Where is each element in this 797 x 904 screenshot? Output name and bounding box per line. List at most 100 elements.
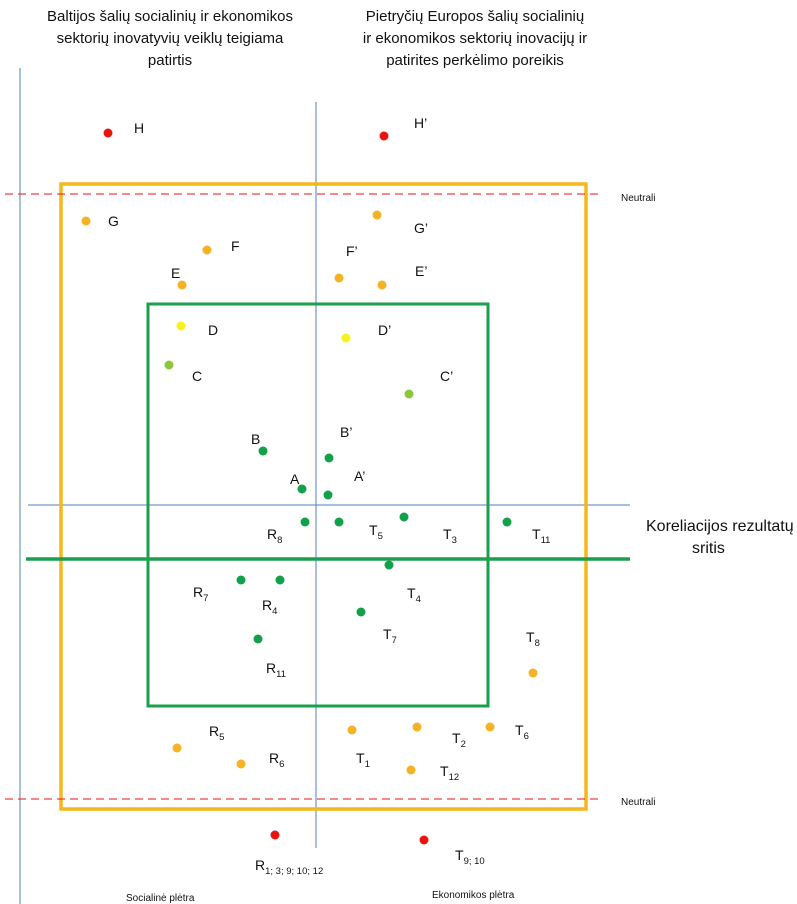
point-label-t8: T8 xyxy=(526,629,540,649)
point-marker-t6 xyxy=(485,722,495,732)
point-label-main: R xyxy=(266,660,276,676)
point-label-d2: D’ xyxy=(378,322,391,338)
point-t8: T8 xyxy=(526,629,540,678)
point-label-main: H’ xyxy=(414,115,427,131)
point-label-subscript: 5 xyxy=(219,732,224,743)
point-label-a: A xyxy=(290,471,300,487)
point-label-main: R xyxy=(209,723,219,739)
point-label-subscript: 3 xyxy=(452,535,457,546)
point-marker-t11 xyxy=(502,517,512,527)
point-t7: T7 xyxy=(356,607,397,646)
point-label-subscript: 4 xyxy=(416,594,421,605)
point-label-r8: R8 xyxy=(267,526,282,546)
point-marker-t3 xyxy=(399,512,409,522)
point-t3: T3 xyxy=(399,512,457,546)
right-column-heading: Pietryčių Europos šalių socialinių ir ek… xyxy=(335,6,615,72)
point-label-main: T xyxy=(452,730,461,746)
point-marker-h2 xyxy=(379,131,389,141)
point-label-main: A xyxy=(290,471,300,487)
point-a2: A’ xyxy=(323,468,365,500)
point-label-g2: G’ xyxy=(414,220,428,236)
point-label-subscript: 11 xyxy=(276,669,286,680)
point-label-subscript: 8 xyxy=(535,638,540,649)
point-label-main: E xyxy=(171,265,180,281)
point-label-f2: F’ xyxy=(346,243,358,259)
point-label-main: R xyxy=(269,750,279,766)
point-label-main: A’ xyxy=(354,468,365,484)
point-marker-r6 xyxy=(236,759,246,769)
point-label-main: R xyxy=(255,857,265,873)
economic-axis-label: Ekonomikos plėtra xyxy=(432,890,515,901)
point-label-main: B’ xyxy=(340,424,352,440)
point-label-main: T xyxy=(383,626,392,642)
point-label-main: B xyxy=(251,431,260,447)
point-label-subscript: 9; 10 xyxy=(464,856,485,867)
point-label-subscript: 8 xyxy=(277,535,282,546)
point-label-main: T xyxy=(440,763,449,779)
point-marker-a xyxy=(297,484,307,494)
point-r5: R5 xyxy=(172,723,224,753)
point-label-main: T xyxy=(356,750,365,766)
point-marker-g xyxy=(81,216,91,226)
point-marker-d2 xyxy=(341,333,351,343)
point-r7: R7 xyxy=(193,575,246,604)
point-label-r1: R1; 3; 9; 10; 12 xyxy=(255,857,323,877)
point-label-r4: R4 xyxy=(262,597,277,617)
point-marker-d xyxy=(176,321,186,331)
point-label-r5: R5 xyxy=(209,723,224,743)
point-marker-b2 xyxy=(324,453,334,463)
point-t12: T12 xyxy=(406,763,460,783)
point-marker-t12 xyxy=(406,765,416,775)
point-r6: R6 xyxy=(236,750,284,770)
point-label-main: C xyxy=(192,368,202,384)
point-label-main: T xyxy=(443,526,452,542)
neutral-label-top: Neutrali xyxy=(621,193,655,204)
point-marker-t7 xyxy=(356,607,366,617)
point-d2: D’ xyxy=(341,322,391,343)
point-label-main: D’ xyxy=(378,322,391,338)
point-h: H xyxy=(103,120,144,138)
point-label-subscript: 12 xyxy=(449,772,460,783)
outer-frame xyxy=(59,182,588,811)
point-marker-t4 xyxy=(384,560,394,570)
point-label-t5: T5 xyxy=(369,522,383,542)
point-label-main: T xyxy=(455,847,464,863)
correlation-label-line-2: sritis xyxy=(692,540,725,557)
point-label-main: R xyxy=(262,597,272,613)
point-f: F xyxy=(202,238,240,255)
point-label-main: H xyxy=(134,120,144,136)
point-label-main: T xyxy=(526,629,535,645)
point-marker-t8 xyxy=(528,668,538,678)
point-label-subscript: 7 xyxy=(392,635,397,646)
point-marker-r7 xyxy=(236,575,246,585)
point-label-main: F’ xyxy=(346,243,358,259)
point-t11: T11 xyxy=(502,517,550,546)
point-marker-t1 xyxy=(347,725,357,735)
point-label-subscript: 1; 3; 9; 10; 12 xyxy=(265,866,323,877)
point-r8: R8 xyxy=(267,517,310,546)
point-t4: T4 xyxy=(384,560,421,605)
point-label-subscript: 5 xyxy=(378,531,383,542)
point-t9: T9; 10 xyxy=(419,835,485,867)
point-label-h: H xyxy=(134,120,144,136)
point-t1: T1 xyxy=(347,725,370,770)
point-marker-r5 xyxy=(172,743,182,753)
point-label-h2: H’ xyxy=(414,115,427,131)
point-label-b: B xyxy=(251,431,260,447)
point-label-main: T xyxy=(515,722,524,738)
right-heading-line-2: ir ekonomikos sektorių inovacijų ir xyxy=(362,30,588,47)
point-marker-r1 xyxy=(270,830,280,840)
left-heading-line-1: Baltijos šalių socialinių ir ekonomikos xyxy=(47,8,293,25)
point-r11: R11 xyxy=(253,634,286,680)
point-h2: H’ xyxy=(379,115,427,141)
left-column-heading: Baltijos šalių socialinių ir ekonomikos … xyxy=(20,6,320,72)
point-label-r6: R6 xyxy=(269,750,284,770)
point-marker-e2 xyxy=(377,280,387,290)
point-label-t9: T9; 10 xyxy=(455,847,485,867)
point-marker-c xyxy=(164,360,174,370)
point-g2: G’ xyxy=(372,210,428,236)
point-label-e2: E’ xyxy=(415,263,427,279)
point-label-subscript: 2 xyxy=(461,739,466,750)
point-r4: R4 xyxy=(262,575,285,617)
point-label-r11: R11 xyxy=(266,660,286,680)
